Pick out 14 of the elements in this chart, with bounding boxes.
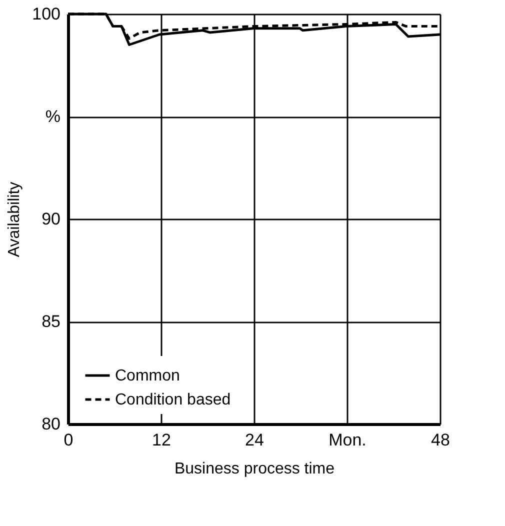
y-tick-label: 85	[42, 312, 60, 331]
y-axis-title: Availability	[6, 182, 24, 258]
y-tick-label: 100	[32, 4, 60, 24]
y-tick-label: 90	[42, 210, 60, 228]
x-tick-label: 48	[431, 430, 450, 450]
x-axis-title: Business process time	[174, 460, 335, 478]
y-tick-label: %	[45, 107, 60, 126]
x-tick-label: Mon.	[328, 430, 366, 450]
x-tick-label: 24	[245, 430, 264, 450]
x-tick-label: 0	[64, 430, 74, 450]
y-tick-label: 80	[42, 414, 60, 434]
x-tick-label: 12	[152, 430, 171, 450]
legend-label: Common	[115, 368, 180, 384]
legend-label: Condition based	[115, 392, 231, 408]
